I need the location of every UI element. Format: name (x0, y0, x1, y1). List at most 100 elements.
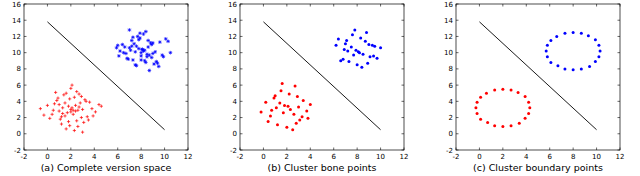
y-tick (402, 85, 405, 86)
x-tick (380, 148, 381, 151)
x-tick (333, 4, 334, 7)
point (367, 43, 370, 46)
point (58, 109, 61, 112)
point (115, 46, 119, 50)
y-tick-label: 10 (444, 49, 453, 57)
x-tick-label: 8 (355, 153, 359, 161)
point (599, 50, 602, 53)
x-tick (263, 4, 264, 7)
caption: (a) Complete version space (41, 162, 172, 173)
y-tick (618, 117, 621, 118)
point (563, 67, 566, 70)
y-tick-label: 12 (12, 33, 21, 41)
point (39, 107, 42, 110)
x-tick (573, 4, 574, 7)
point (572, 31, 575, 34)
x-tick (456, 148, 457, 151)
y-tick (402, 20, 405, 21)
y-tick-label: 6 (233, 82, 238, 90)
point (94, 110, 97, 113)
point (546, 44, 549, 47)
point (282, 111, 285, 114)
point (152, 62, 156, 66)
x-tick (188, 4, 189, 7)
y-tick-label: 2 (17, 114, 21, 122)
y-tick-label: 8 (449, 65, 453, 73)
x-tick (94, 4, 95, 7)
x-tick (263, 148, 264, 151)
y-tick (456, 52, 459, 53)
point (369, 55, 372, 58)
point (151, 52, 155, 56)
y-tick-label: 10 (228, 49, 237, 57)
point (137, 38, 141, 42)
x-tick (357, 4, 358, 7)
y-tick (24, 133, 27, 134)
x-tick (70, 148, 71, 151)
point (131, 35, 135, 39)
point (136, 35, 140, 39)
y-tick-label: 4 (17, 98, 22, 106)
y-tick-label: 14 (228, 17, 237, 25)
point (486, 121, 489, 124)
plot-frame (24, 4, 188, 150)
y-tick (186, 68, 189, 69)
point (66, 111, 69, 114)
y-tick (240, 117, 243, 118)
point (276, 123, 279, 126)
point (67, 120, 70, 123)
y-tick (240, 101, 243, 102)
point (53, 102, 56, 105)
point (130, 39, 134, 43)
data-area (474, 22, 601, 130)
y-tick (24, 20, 27, 21)
point (76, 125, 79, 128)
point (270, 109, 273, 112)
point (292, 113, 295, 116)
point (144, 61, 148, 65)
point (75, 119, 78, 122)
y-tick (618, 52, 621, 53)
point (69, 110, 72, 113)
point (63, 101, 66, 104)
point (79, 101, 82, 104)
point (129, 48, 133, 52)
x-tick-label: 0 (45, 153, 49, 161)
point (296, 95, 299, 98)
x-tick-label: -2 (237, 153, 244, 161)
x-tick (310, 4, 311, 7)
point (148, 69, 152, 73)
point (298, 118, 301, 121)
point (302, 99, 305, 102)
point (60, 122, 63, 125)
figure: -2024681012-20246810121416(a) Complete v… (0, 0, 640, 176)
x-tick (596, 4, 597, 7)
x-tick-label: 4 (92, 153, 97, 161)
point (294, 84, 297, 87)
y-tick-label: 0 (233, 130, 237, 138)
point (56, 96, 59, 99)
x-tick-label: 2 (69, 153, 73, 161)
plot-frame (456, 4, 620, 150)
point (97, 103, 100, 106)
point (100, 105, 103, 108)
point (346, 50, 349, 53)
point (90, 107, 93, 110)
point (518, 122, 521, 125)
y-tick (618, 4, 621, 5)
point (131, 58, 135, 62)
point (124, 52, 128, 56)
point (527, 101, 530, 104)
point (360, 66, 363, 69)
point (51, 113, 54, 116)
point (80, 116, 83, 119)
y-tick (24, 85, 27, 86)
y-tick-label: 8 (17, 65, 21, 73)
y-tick (402, 117, 405, 118)
y-tick-label: 4 (449, 98, 454, 106)
point (527, 112, 530, 115)
point (143, 48, 147, 52)
point (362, 53, 365, 56)
y-tick (402, 68, 405, 69)
point (372, 54, 375, 57)
